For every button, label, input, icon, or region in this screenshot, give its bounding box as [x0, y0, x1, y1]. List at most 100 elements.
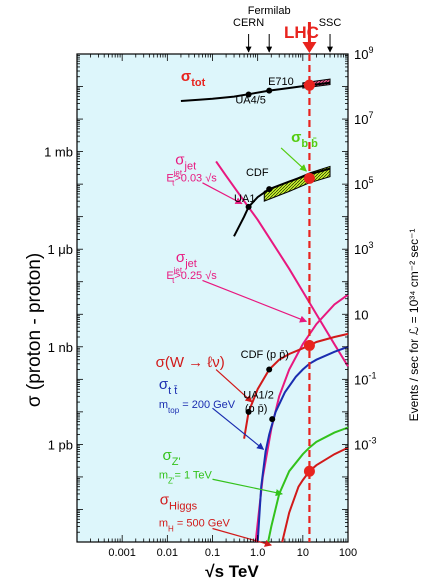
- series-line-2: [215, 160, 349, 367]
- y-right-tick-exp: -3: [368, 435, 376, 445]
- annotation-1: E710: [268, 76, 294, 88]
- annotation-0: σtot: [181, 68, 206, 89]
- plot-background: [76, 53, 349, 543]
- series-line-4: [243, 332, 349, 439]
- annotation-main: CDF: [246, 167, 269, 179]
- y-right-tick-label: 105: [354, 175, 373, 192]
- data-point-2: [266, 186, 273, 193]
- annotation-sub: t: [172, 276, 175, 285]
- annotation-main: UA4/5: [235, 95, 266, 107]
- annotation-5: UA1: [234, 193, 255, 205]
- annotation-main: m: [159, 517, 168, 529]
- y-right-tick-exp: 3: [368, 240, 373, 250]
- data-point-4: [266, 366, 273, 373]
- annotation-18: σHiggs: [160, 492, 198, 513]
- annotation-15: mtop = 200 GeV: [159, 399, 236, 415]
- x-axis-label: √s TeV: [205, 562, 259, 581]
- annotation-sub: b b̄: [301, 138, 318, 150]
- y-right-tick-label: 103: [354, 240, 373, 257]
- y-right-tick-label: 10-1: [354, 370, 376, 387]
- pointer-arrow-6: [212, 527, 272, 547]
- annotation-main: E: [166, 173, 173, 185]
- annotation-8: σjet: [176, 249, 197, 270]
- series-line-3: [254, 293, 349, 543]
- pointer-arrow-5: [212, 478, 283, 497]
- data-point-9: [303, 339, 315, 351]
- x-tick-label: 1.0: [250, 547, 265, 559]
- annotation-extra: = 1 TeV: [174, 469, 212, 481]
- annotation-7: Ejet t>0.03 √s: [166, 169, 217, 188]
- y-axis-right-label: Events / sec for ℒ = 10³⁴ cm⁻² sec⁻¹: [407, 229, 421, 422]
- pointer-arrow-1: [202, 182, 243, 205]
- annotation-sub: Z': [172, 456, 181, 468]
- annotation-main: σ: [160, 492, 170, 509]
- top-marker-label-1: Fermilab: [248, 5, 291, 17]
- top-marker-label-2: SSC: [319, 17, 342, 29]
- annotation-sub: top: [168, 406, 180, 415]
- lhc-label: LHC: [284, 23, 319, 42]
- data-point-3: [245, 203, 252, 210]
- annotation-sub: t: [172, 179, 175, 188]
- annotation-main: UA1/2: [243, 389, 274, 401]
- data-point-7: [303, 79, 315, 91]
- annotation-16: σZ': [162, 447, 180, 468]
- top-marker-label-0: CERN: [233, 17, 264, 29]
- y-right-tick-exp: 9: [368, 45, 373, 55]
- annotation-4: CDF: [246, 167, 269, 179]
- annotation-main: m: [159, 469, 168, 481]
- data-point-0: [245, 91, 252, 98]
- series-line-6: [267, 426, 349, 543]
- annotation-main: σ(W → ℓν): [156, 354, 225, 371]
- annotation-9: Ejet t>0.25 √s: [166, 266, 217, 285]
- x-tick-label: 0.1: [205, 547, 220, 559]
- annotation-17: mZ'= 1 TeV: [159, 469, 213, 485]
- data-point-6: [269, 416, 276, 423]
- y-right-tick-label: 107: [354, 110, 373, 127]
- annotation-main: E: [166, 270, 173, 282]
- annotation-main: σ: [181, 68, 191, 85]
- y-left-tick-label: 1 mb: [44, 145, 73, 160]
- annotation-6: σjet: [175, 152, 196, 173]
- x-tick-label: 0.01: [157, 547, 178, 559]
- series-line-7: [281, 446, 349, 543]
- annotation-extra: >0.25 √s: [174, 270, 217, 282]
- annotation-sub: t t̄: [168, 385, 178, 397]
- annotation-sub: Z': [168, 476, 175, 485]
- annotation-main: σ: [162, 447, 172, 464]
- pointer-arrow-4: [212, 407, 265, 450]
- pointer-arrow-3: [215, 369, 253, 403]
- annotation-sub: Higgs: [169, 501, 198, 513]
- x-tick-label: 10: [297, 547, 309, 559]
- annotation-11: CDF (p p̄): [241, 349, 289, 361]
- annotation-13: (p p̄): [245, 403, 268, 415]
- y-right-tick-label: 109: [354, 45, 373, 62]
- y-right-tick-exp: -1: [368, 370, 376, 380]
- x-tick-label: 100: [339, 547, 357, 559]
- annotation-sub: tot: [191, 77, 205, 89]
- annotation-extra: = 500 GeV: [174, 517, 231, 529]
- annotation-main: (p p̄): [245, 403, 268, 415]
- annotation-main: E710: [268, 76, 294, 88]
- y-left-tick-label: 1 nb: [48, 340, 73, 355]
- annotation-19: mH = 500 GeV: [159, 517, 231, 533]
- annotation-main: σ: [175, 152, 185, 169]
- annotation-14: σt t̄: [159, 376, 178, 397]
- annotation-12: UA1/2: [243, 389, 274, 401]
- annotation-extra: >0.03 √s: [174, 173, 217, 185]
- annotation-sub: jet: [184, 161, 197, 173]
- annotation-sub: H: [168, 524, 174, 533]
- annotation-main: UA1: [234, 193, 255, 205]
- series-line-5: [256, 345, 349, 543]
- annotation-3: σb b̄: [291, 129, 318, 150]
- annotation-main: σ: [159, 376, 169, 393]
- data-point-10: [303, 465, 315, 477]
- annotation-main: CDF (p p̄): [241, 349, 289, 361]
- y-left-tick-label: 1 pb: [48, 437, 73, 452]
- annotation-2: UA4/5: [235, 95, 266, 107]
- annotation-extra: = 200 GeV: [179, 399, 236, 411]
- pointer-arrow-2: [202, 279, 308, 323]
- annotation-sup: jet: [173, 266, 183, 275]
- y-right-tick-label: 10-3: [354, 435, 376, 452]
- y-right-tick-exp: 5: [368, 175, 373, 185]
